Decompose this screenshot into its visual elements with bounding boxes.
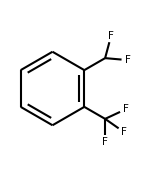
Text: F: F — [108, 31, 114, 41]
Text: F: F — [102, 137, 108, 147]
Text: F: F — [125, 55, 131, 65]
Text: F: F — [121, 127, 127, 137]
Text: F: F — [123, 104, 129, 114]
